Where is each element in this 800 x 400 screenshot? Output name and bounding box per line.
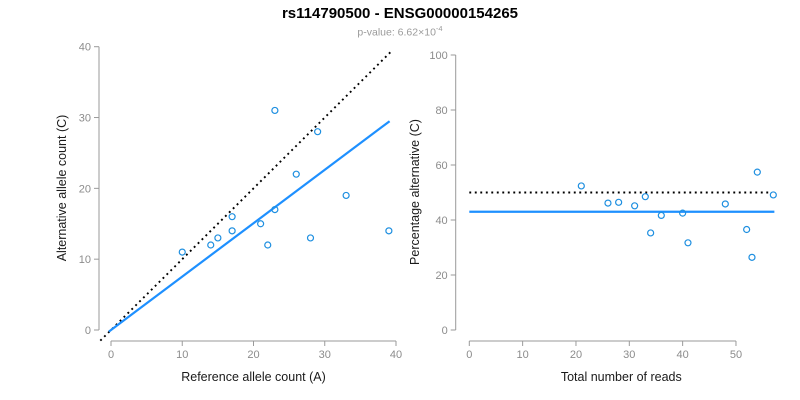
data-point — [721, 200, 729, 208]
x-axis-title: Total number of reads — [561, 370, 682, 384]
data-point — [264, 241, 272, 249]
y-tick-label: 30 — [79, 113, 91, 125]
y-tick-label: 10 — [79, 254, 91, 266]
y-tick-label: 20 — [79, 183, 91, 195]
data-point — [292, 170, 300, 178]
data-point — [207, 241, 215, 249]
data-point — [604, 199, 612, 207]
data-point — [385, 227, 393, 235]
x-tick-label: 0 — [466, 349, 472, 361]
data-point — [684, 239, 692, 247]
data-point — [271, 205, 279, 214]
data-point — [257, 220, 265, 228]
x-tick-label: 40 — [677, 349, 689, 361]
data-point — [657, 211, 665, 220]
identity-line — [99, 50, 393, 342]
data-point — [306, 234, 315, 242]
x-tick-label: 40 — [390, 349, 402, 361]
data-point — [631, 202, 639, 210]
y-axis-title: Percentage alternative (C) — [408, 119, 422, 265]
x-tick-label: 0 — [108, 349, 114, 361]
data-point — [769, 191, 777, 199]
data-point — [178, 248, 186, 256]
data-point — [314, 128, 322, 136]
y-tick-label: 40 — [435, 215, 447, 227]
data-point — [753, 168, 761, 176]
data-point — [214, 234, 222, 242]
y-tick-label: 20 — [435, 270, 447, 282]
x-tick-label: 10 — [176, 349, 188, 361]
data-point — [228, 213, 236, 221]
data-point — [228, 227, 236, 235]
x-tick-label: 10 — [517, 349, 529, 361]
x-tick-label: 50 — [730, 349, 742, 361]
figure-subtitle: p-value: 6.62×10-4 — [0, 24, 800, 39]
data-point — [641, 193, 649, 201]
x-axis-title: Reference allele count (A) — [181, 370, 326, 384]
y-tick-label: 80 — [435, 105, 447, 117]
x-tick-label: 20 — [570, 349, 582, 361]
p-value-exponent: -4 — [435, 24, 443, 33]
data-point — [615, 198, 623, 206]
data-point — [342, 191, 350, 200]
figure-title: rs114790500 - ENSG00000154265 — [281, 5, 519, 22]
y-tick-label: 60 — [435, 160, 447, 172]
data-point — [743, 225, 751, 234]
y-tick-label: 40 — [79, 42, 91, 54]
fit-line — [108, 120, 391, 333]
data-point — [647, 229, 655, 237]
y-tick-label: 0 — [442, 325, 448, 337]
x-tick-label: 30 — [623, 349, 635, 361]
y-axis-title: Alternative allele count (C) — [55, 115, 69, 262]
data-point — [679, 209, 687, 217]
x-tick-label: 30 — [319, 349, 331, 361]
p-value-mantissa: 6.62×10 — [397, 26, 436, 39]
data-point — [748, 253, 756, 261]
y-tick-label: 0 — [85, 325, 91, 337]
x-tick-label: 20 — [247, 349, 259, 361]
y-tick-label: 100 — [429, 50, 447, 62]
data-point — [271, 106, 279, 115]
p-value-label: p-value: — [357, 26, 398, 39]
data-point — [577, 182, 585, 190]
